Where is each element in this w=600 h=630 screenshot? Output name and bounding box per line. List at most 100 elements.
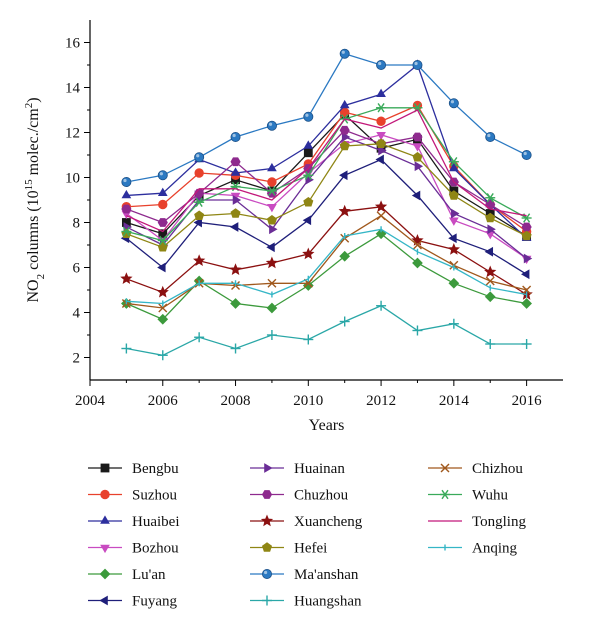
- y-title-subscript: 2: [35, 274, 47, 280]
- axes: 2004 2006 2008 2010 2012 2014 2016 2 4 6 8 10 12 14 16…: [23, 20, 563, 434]
- point-lu-an-2013: [412, 257, 423, 269]
- point-chizhou-2013: [412, 240, 422, 250]
- point-huangshan-2005: [121, 343, 132, 354]
- point-huainan-2013: [414, 161, 424, 172]
- point-chizhou-2012: [376, 211, 386, 221]
- series-chuzhou: [121, 125, 532, 232]
- legend-label-bozhou: Bozhou: [132, 541, 179, 557]
- series-wuhu: [121, 103, 532, 246]
- point-lu-an-2014: [448, 277, 460, 289]
- series-line-huaibei: [126, 63, 528, 239]
- legend-marker-huaibei: [100, 515, 110, 524]
- point-wuhu-2014: [448, 157, 459, 167]
- point-lu-an-2009: [266, 302, 278, 314]
- series-line-hefei: [126, 143, 527, 249]
- point-chizhou-2015: [485, 276, 495, 286]
- point-huaibei-2011: [339, 99, 350, 109]
- point-wuhu-2015: [485, 193, 496, 203]
- legend-marker-ma-anshan: [262, 569, 272, 579]
- point-chizhou-2006: [158, 303, 168, 313]
- series-suzhou: [121, 100, 532, 237]
- point-ma-anshan-2010: [303, 111, 314, 122]
- legend-marker-huainan: [264, 463, 273, 473]
- point-xuancheng-2005: [120, 272, 133, 284]
- point-bozhou-2009: [267, 203, 277, 213]
- point-fuyang-2010: [302, 215, 312, 226]
- point-lu-an-2016: [521, 298, 532, 309]
- series-line-tongling: [126, 109, 527, 233]
- series-line-bozhou: [126, 134, 527, 260]
- point-huainan-2015: [487, 224, 496, 235]
- legend-marker-wuhu: [440, 489, 450, 500]
- point-hefei-2016: [521, 230, 532, 241]
- point-chuzhou-2005: [121, 204, 132, 214]
- point-huaibei-2010: [303, 140, 314, 149]
- point-chuzhou-2016: [521, 222, 532, 232]
- series-line-huainan: [126, 136, 528, 260]
- point-bengbu-2010: [303, 148, 313, 158]
- point-xuancheng-2006: [156, 285, 169, 298]
- legend-label-huaibei: Huaibei: [132, 514, 179, 530]
- series-hefei: [121, 138, 532, 252]
- point-huaibei-2014: [448, 162, 459, 172]
- x-tick-label: 2006: [148, 393, 179, 409]
- y-axis-title: NO2 columns (1015 molec./cm2): [23, 97, 47, 302]
- point-chizhou-2009: [267, 278, 277, 288]
- x-tick-label: 2014: [439, 393, 470, 409]
- legend-marker-hefei: [261, 542, 273, 552]
- point-fuyang-2013: [411, 190, 421, 201]
- point-ma-anshan-2011: [339, 48, 350, 59]
- legend-entry-lu-an: Lu'an: [88, 567, 166, 583]
- point-huangshan-2011: [339, 316, 350, 327]
- legend: Bengbu Suzhou Huaibei Bozhou Lu'an Fuyang Huai…: [88, 461, 526, 610]
- y-tick-label: 16: [65, 36, 81, 52]
- point-fuyang-2009: [266, 242, 275, 253]
- y-tick-label: 4: [73, 306, 81, 322]
- y-title-part: ): [25, 97, 42, 102]
- legend-label-lu-an: Lu'an: [132, 567, 166, 583]
- point-huaibei-2008: [230, 167, 241, 176]
- x-tick-label: 2012: [366, 393, 396, 409]
- legend-label-huainan: Huainan: [294, 461, 345, 477]
- y-title-superscript: 15: [23, 179, 35, 191]
- point-wuhu-2006: [157, 235, 168, 246]
- x-tick-label: 2004: [75, 393, 106, 409]
- legend-entry-ma-anshan: Ma'anshan: [250, 567, 359, 583]
- y-title-part: columns (10: [25, 190, 42, 274]
- series-line-wuhu: [126, 107, 527, 242]
- point-chizhou-2016: [522, 285, 532, 295]
- legend-marker-bozhou: [100, 544, 110, 554]
- point-hefei-2014: [448, 190, 459, 200]
- legend-label-hefei: Hefei: [294, 541, 327, 557]
- point-hefei-2005: [121, 228, 132, 239]
- point-hefei-2012: [376, 138, 387, 149]
- point-huangshan-2009: [266, 330, 277, 340]
- point-xuancheng-2011: [338, 204, 351, 217]
- legend-entry-chuzhou: Chuzhou: [250, 488, 349, 504]
- point-bozhou-2013: [412, 143, 423, 152]
- legend-entry-huaibei: Huaibei: [88, 514, 179, 530]
- legend-marker-chuzhou: [261, 490, 273, 499]
- legend-label-huangshan: Huangshan: [294, 594, 362, 610]
- point-huainan-2008: [232, 195, 242, 205]
- point-chuzhou-2013: [412, 132, 423, 142]
- point-suzhou-2007: [194, 168, 204, 178]
- point-ma-anshan-2009: [266, 120, 277, 131]
- point-xuancheng-2012: [374, 200, 388, 212]
- legend-entry-hefei: Hefei: [250, 541, 327, 557]
- legend-label-chuzhou: Chuzhou: [294, 488, 349, 504]
- legend-entry-huainan: Huainan: [250, 461, 345, 477]
- y-tick-label: 10: [65, 171, 80, 187]
- point-huainan-2011: [341, 132, 351, 142]
- point-wuhu-2009: [266, 186, 277, 196]
- series-anqing: [125, 226, 528, 307]
- series-line-lu-an: [126, 233, 527, 321]
- y-tick-label: 12: [65, 126, 80, 142]
- point-huaibei-2005: [121, 189, 132, 199]
- x-axis-title: Years: [309, 417, 345, 434]
- legend-marker-chizhou: [440, 463, 450, 473]
- point-fuyang-2011: [339, 170, 348, 181]
- point-ma-anshan-2007: [194, 152, 205, 163]
- point-fuyang-2016: [521, 269, 530, 280]
- point-hefei-2009: [266, 214, 277, 225]
